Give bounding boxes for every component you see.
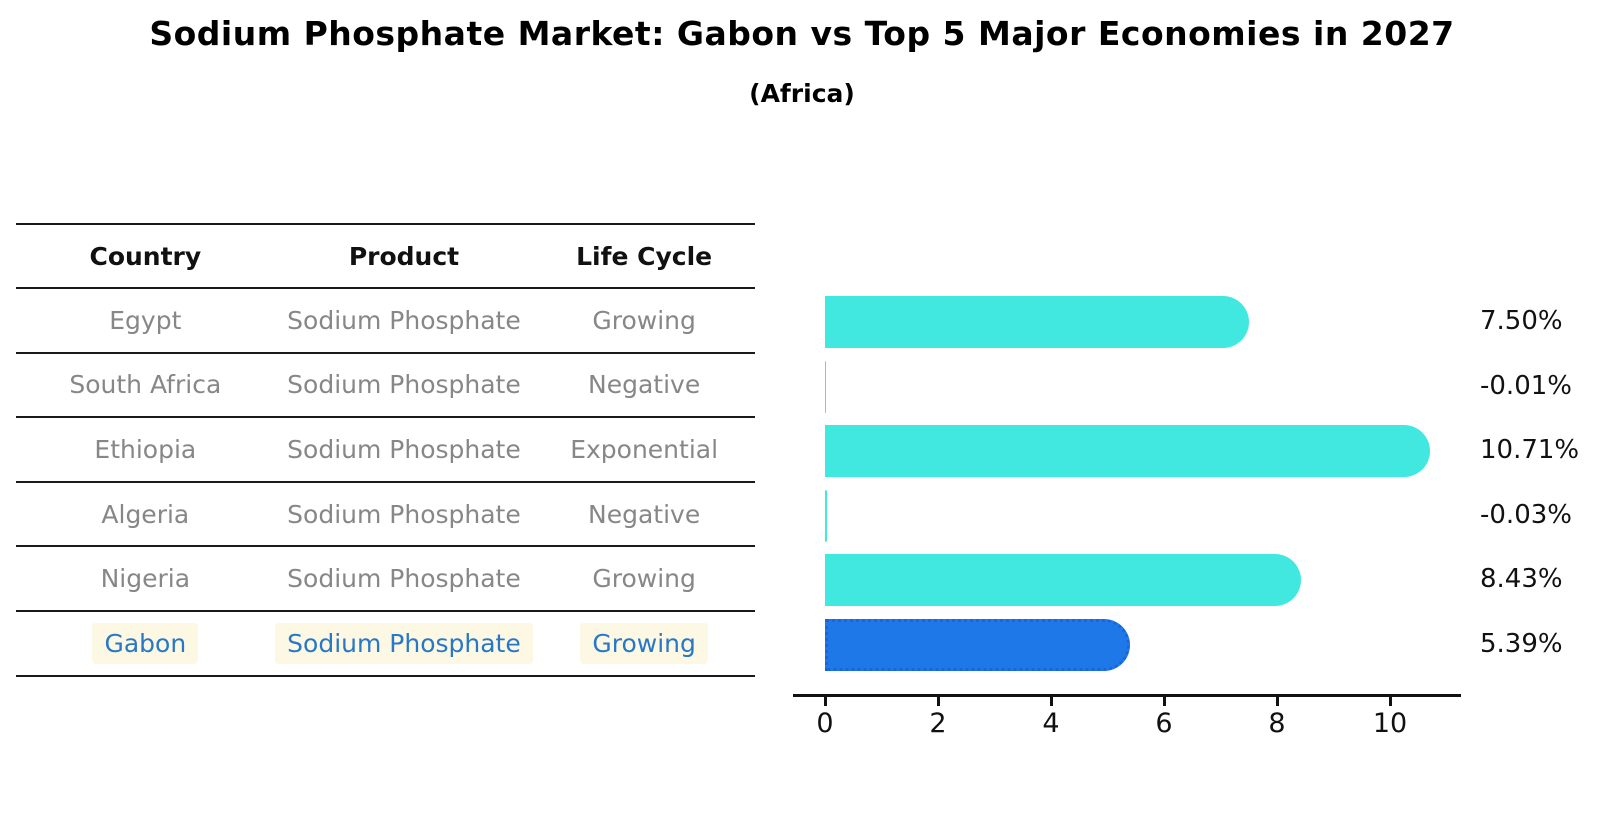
table-row: Ethiopia Sodium Phosphate Exponential xyxy=(16,418,755,483)
header-cell-country: Country xyxy=(89,241,202,271)
x-axis-tick xyxy=(1388,697,1392,706)
x-axis-tick xyxy=(1275,697,1279,706)
cell-product: Sodium Phosphate xyxy=(287,434,521,464)
table-row: South Africa Sodium Phosphate Negative xyxy=(16,354,755,419)
cell-product: Sodium Phosphate xyxy=(287,305,521,335)
cell-lifecycle: Negative xyxy=(588,499,701,529)
value-label: 5.39% xyxy=(1480,629,1563,659)
table-row: Nigeria Sodium Phosphate Growing xyxy=(16,547,755,612)
bar-nigeria xyxy=(825,554,1302,607)
x-axis-tick-label: 8 xyxy=(1268,708,1286,739)
header-cell-lifecycle: Life Cycle xyxy=(576,241,713,271)
bar-south-africa xyxy=(825,360,826,413)
cell-product: Sodium Phosphate xyxy=(287,370,521,400)
table-row: Algeria Sodium Phosphate Negative xyxy=(16,483,755,548)
cell-lifecycle: Exponential xyxy=(570,434,719,464)
value-label: 8.43% xyxy=(1480,564,1563,595)
bar-algeria xyxy=(825,489,827,542)
bar-egypt xyxy=(825,296,1249,348)
cell-lifecycle: Growing xyxy=(592,564,696,594)
cell-product: Sodium Phosphate xyxy=(287,564,521,594)
cell-product: Sodium Phosphate xyxy=(287,499,521,529)
value-label: -0.01% xyxy=(1480,370,1572,401)
header-cell-product: Product xyxy=(348,241,460,271)
x-axis-tick-label: 4 xyxy=(1042,708,1060,739)
x-axis-tick xyxy=(1162,697,1166,706)
x-axis-line xyxy=(793,694,1461,697)
value-label: 10.71% xyxy=(1480,435,1580,466)
cell-lifecycle: Growing xyxy=(592,305,696,335)
cell-country: Nigeria xyxy=(100,564,191,594)
cell-country: Gabon xyxy=(16,622,275,664)
value-label: -0.03% xyxy=(1480,499,1572,530)
cell-lifecycle: Growing xyxy=(533,622,755,664)
bar-ethiopia xyxy=(825,425,1431,478)
page-title: Sodium Phosphate Market: Gabon vs Top 5 … xyxy=(149,14,1455,53)
table-row: Egypt Sodium Phosphate Growing xyxy=(16,289,755,354)
x-axis-tick-label: 2 xyxy=(929,708,947,739)
cell-country: Ethiopia xyxy=(94,434,197,464)
page-subtitle: (Africa) xyxy=(749,79,855,108)
table-header-row: Country Product Life Cycle xyxy=(16,223,755,289)
x-axis-tick-label: 10 xyxy=(1372,708,1408,739)
cell-product: Sodium Phosphate xyxy=(275,622,534,664)
cell-country: Algeria xyxy=(101,499,190,529)
value-label: 7.50% xyxy=(1480,306,1563,336)
x-axis-tick xyxy=(823,697,827,706)
table-row-gabon-highlighted: Gabon Sodium Phosphate Growing xyxy=(16,612,755,677)
cell-country: South Africa xyxy=(69,370,222,400)
cell-lifecycle: Negative xyxy=(588,370,701,400)
x-axis-tick xyxy=(936,697,940,706)
x-axis-tick-label: 0 xyxy=(816,708,834,739)
bar-gabon-highlighted xyxy=(825,619,1130,671)
cell-country: Egypt xyxy=(109,305,182,335)
x-axis-tick xyxy=(1049,697,1053,706)
x-axis-tick-label: 6 xyxy=(1155,708,1173,739)
